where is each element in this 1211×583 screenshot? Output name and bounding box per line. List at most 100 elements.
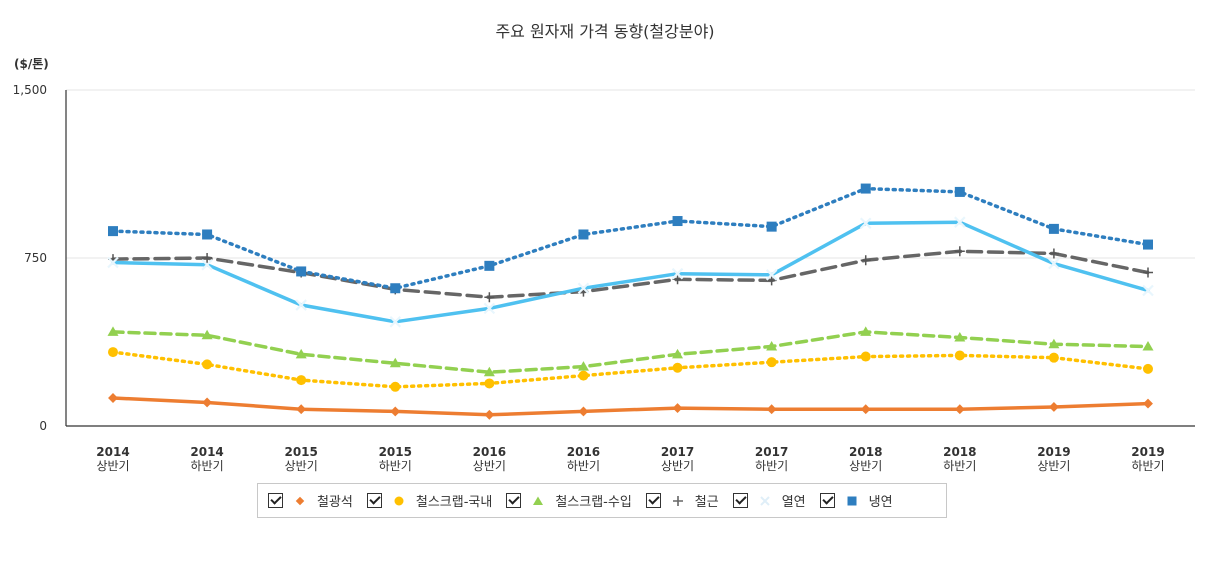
data-point-square (202, 229, 213, 240)
data-point-square (390, 283, 401, 294)
data-point-triangle (295, 348, 307, 359)
data-point-square (672, 216, 683, 227)
data-point-x (107, 256, 119, 269)
data-point-circle (296, 375, 307, 386)
y-tick-label: 1,500 (13, 83, 47, 97)
data-point-diamond (484, 409, 495, 420)
legend-item-iron-ore[interactable]: 철광석 (268, 491, 353, 510)
chart-title: 주요 원자재 가격 동향(철강분야) (495, 22, 714, 41)
diamond-marker-icon (293, 494, 307, 508)
legend-checkbox[interactable] (819, 493, 835, 508)
data-point-circle (1048, 352, 1059, 363)
legend: 철광석 철스크랩-국내 철스크랩-수입 철근 열연 냉연 (257, 483, 947, 518)
legend-item-scrap-domestic[interactable]: 철스크랩-국내 (366, 491, 493, 510)
x-tick-label-year: 2019 (1037, 445, 1070, 459)
legend-label: 열연 (781, 495, 806, 510)
data-point-x (954, 216, 966, 228)
x-tick-label-half: 상반기 (661, 459, 694, 473)
data-point-triangle (1048, 338, 1060, 349)
data-point-circle (672, 362, 683, 373)
x-marker-icon (758, 494, 772, 508)
data-point-plus (860, 255, 871, 266)
x-tick-label-half: 하반기 (755, 459, 788, 473)
data-point-x (859, 217, 872, 230)
data-point-circle (766, 357, 777, 368)
data-point-x (483, 302, 496, 315)
data-point-circle (578, 370, 589, 381)
legend-item-rebar[interactable]: 철근 (645, 491, 719, 510)
x-tick-label-year: 2014 (96, 445, 129, 459)
data-point-triangle (577, 361, 589, 371)
data-point-circle (202, 359, 213, 370)
legend-item-scrap-import[interactable]: 철스크랩-수입 (506, 491, 632, 510)
data-point-square (296, 266, 307, 277)
data-point-diamond (390, 406, 401, 417)
legend-checkbox[interactable] (506, 493, 522, 508)
x-tick-label-half: 하반기 (191, 459, 224, 473)
y-axis-ticks: 0 750 1,500 (13, 83, 47, 433)
legend-item-hot-rolled[interactable]: 열연 (732, 491, 806, 510)
y-tick-label: 0 (39, 419, 47, 433)
data-point-x (1142, 284, 1154, 297)
data-point-plus (1143, 267, 1153, 278)
square-marker-icon (845, 494, 859, 508)
x-tick-label-half: 하반기 (943, 459, 976, 473)
legend-label: 냉연 (868, 495, 893, 510)
series-group (107, 183, 1154, 420)
gridlines (66, 89, 1195, 259)
data-point-plus (484, 292, 495, 303)
y-axis-unit-label: ($/톤) (14, 57, 49, 71)
series-4 (107, 216, 1154, 328)
x-tick-label-year: 2017 (661, 445, 694, 459)
x-tick-label-half: 하반기 (567, 459, 600, 473)
data-point-square (1048, 223, 1059, 234)
circle-marker-icon (392, 494, 406, 508)
data-point-triangle (954, 332, 966, 342)
data-point-x (577, 282, 590, 295)
x-tick-label-year: 2015 (379, 445, 412, 459)
data-point-x (389, 316, 402, 328)
data-point-triangle (201, 329, 213, 340)
x-axis-ticks: 2014상반기2014하반기2015상반기2015하반기2016상반기2016하… (96, 445, 1164, 473)
plus-marker-icon (671, 494, 685, 508)
data-point-square (860, 183, 871, 194)
series-2 (107, 326, 1154, 377)
data-point-diamond (1143, 398, 1153, 409)
legend-checkbox[interactable] (732, 493, 748, 508)
data-point-triangle (1142, 340, 1154, 351)
x-tick-label-half: 상반기 (473, 459, 506, 473)
data-point-diamond (860, 404, 871, 415)
series-line (111, 220, 1150, 324)
x-tick-label-half: 상반기 (285, 459, 318, 473)
series-line (111, 186, 1150, 290)
data-point-x (295, 299, 307, 311)
data-point-triangle (483, 366, 495, 377)
x-tick-label-year: 2018 (849, 445, 882, 459)
data-point-diamond (1048, 402, 1059, 412)
x-tick-label-year: 2017 (755, 445, 788, 459)
x-tick-label-year: 2019 (1131, 445, 1164, 459)
x-tick-label-half: 상반기 (96, 459, 129, 473)
x-tick-label-year: 2014 (190, 445, 223, 459)
data-point-diamond (672, 403, 683, 414)
data-point-plus (766, 275, 777, 286)
data-point-square (954, 186, 965, 197)
series-0 (108, 393, 1153, 420)
data-point-circle (390, 381, 401, 392)
legend-label: 철광석 (317, 495, 353, 510)
x-tick-label-half: 상반기 (1037, 459, 1070, 473)
legend-checkbox[interactable] (366, 493, 382, 508)
data-point-diamond (954, 404, 965, 415)
data-point-diamond (296, 404, 307, 415)
data-point-square (1143, 239, 1153, 250)
legend-checkbox[interactable] (268, 493, 283, 508)
data-point-diamond (578, 406, 589, 417)
legend-label: 철스크랩-수입 (555, 495, 632, 510)
axes (65, 90, 1195, 427)
data-point-diamond (202, 397, 213, 408)
legend-item-cold-rolled[interactable]: 냉연 (819, 491, 893, 510)
data-point-square (766, 221, 777, 232)
legend-label: 철스크랩-국내 (415, 495, 493, 510)
data-point-circle (1143, 363, 1153, 374)
legend-checkbox[interactable] (645, 493, 661, 508)
